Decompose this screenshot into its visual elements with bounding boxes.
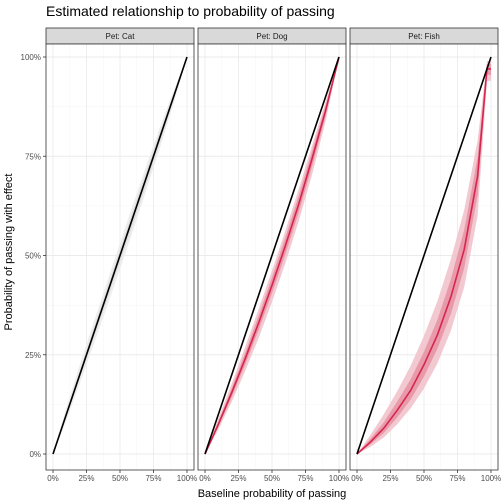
x-tick-label: 75%: [449, 474, 465, 483]
y-tick-label: 50%: [25, 252, 41, 261]
x-tick-label: 0%: [199, 474, 211, 483]
y-tick-label: 100%: [21, 53, 41, 62]
y-tick-label: 25%: [25, 351, 41, 360]
x-tick-label: 100%: [177, 474, 197, 483]
y-tick-label: 75%: [25, 152, 41, 161]
x-tick-label: 25%: [382, 474, 398, 483]
inner-interval-band: [357, 64, 491, 455]
x-tick-label: 100%: [481, 474, 501, 483]
reference-line: [52, 56, 188, 455]
x-tick-label: 50%: [112, 474, 128, 483]
strip-label: Pet: Fish: [408, 32, 440, 41]
x-tick-label: 75%: [297, 474, 313, 483]
strip-label: Pet: Cat: [106, 32, 136, 41]
x-tick-label: 25%: [78, 474, 94, 483]
x-tick-label: 25%: [230, 474, 246, 483]
y-axis-title: Probability of passing with effect: [3, 174, 15, 331]
x-tick-label: 0%: [47, 474, 59, 483]
estimate-line: [204, 56, 340, 455]
x-axis-title: Baseline probability of passing: [198, 488, 347, 500]
y-tick-label: 0%: [29, 450, 41, 459]
x-tick-label: 0%: [351, 474, 363, 483]
reference-line: [356, 56, 492, 455]
x-tick-label: 50%: [416, 474, 432, 483]
panel-2: Pet: Fish 0% 25% 50% 75% 100%: [349, 27, 501, 483]
strip-label: Pet: Dog: [256, 32, 287, 41]
chart-title: Estimated relationship to probability of…: [46, 3, 335, 19]
panel-1: Pet: Dog 0% 25% 50% 75% 100%: [197, 27, 349, 483]
x-tick-label: 75%: [145, 474, 161, 483]
estimate-line: [356, 68, 491, 455]
x-tick-label: 100%: [329, 474, 349, 483]
reference-line: [204, 56, 340, 455]
panel-0: Pet: Cat 0% 25% 50% 75% 100% 0% 25% 50% 75% 100%: [21, 27, 197, 483]
x-tick-label: 50%: [264, 474, 280, 483]
